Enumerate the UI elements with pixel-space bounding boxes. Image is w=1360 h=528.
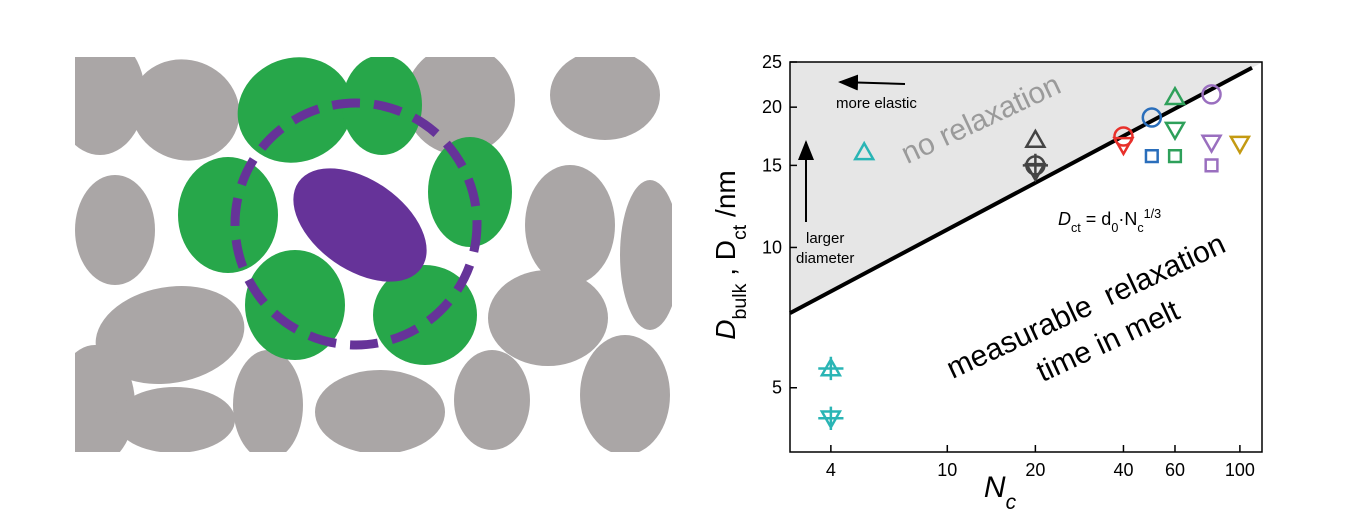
label-part: c <box>1137 221 1143 235</box>
x-tick-label: 60 <box>1165 460 1185 480</box>
data-point <box>1024 128 1047 149</box>
data-point <box>1163 121 1187 142</box>
dashed-circle <box>230 98 482 350</box>
plot-frame <box>789 61 1263 453</box>
data-point <box>818 406 844 430</box>
formula: Dct = d0·Nc1/3 <box>1058 207 1161 235</box>
data-point <box>818 356 844 381</box>
central-particle <box>293 168 427 282</box>
label-part: N <box>984 471 1006 504</box>
data-point <box>1167 149 1183 164</box>
data-point <box>1163 85 1187 106</box>
data-point <box>853 140 876 161</box>
data-point <box>1200 134 1223 154</box>
x-tick-label: 10 <box>937 460 957 480</box>
y-tick-label: 25 <box>762 52 782 72</box>
illustration <box>75 57 672 452</box>
arrow <box>838 74 906 91</box>
y-tick-label: 5 <box>772 378 782 398</box>
label-part: , D <box>710 240 741 284</box>
label-part: 1/3 <box>1144 207 1162 221</box>
data-point <box>1204 158 1219 173</box>
annotation: more elastic <box>836 95 917 112</box>
data-point <box>1112 136 1135 157</box>
label-part: ct <box>729 224 751 240</box>
y-axis-label: Dbulk , Dct /nm <box>710 170 751 339</box>
label-part: ·N <box>1118 209 1137 229</box>
y-tick-label: 15 <box>762 155 782 175</box>
data-point <box>1141 107 1163 128</box>
x-tick-label: 20 <box>1025 460 1045 480</box>
fit-line <box>789 65 1253 315</box>
label-part: /nm <box>710 170 741 224</box>
data-point <box>1144 149 1159 164</box>
data-point <box>1201 84 1222 105</box>
data-point <box>1024 162 1047 183</box>
chart: Dbulk , Dct /nm Nc Dct = d0·Nc1/3 more e… <box>710 52 1263 514</box>
annotation: larger <box>806 230 844 247</box>
x-tick-label: 40 <box>1113 460 1133 480</box>
x-tick-label: 100 <box>1225 460 1255 480</box>
x-axis-label: Nc <box>984 471 1017 514</box>
data-point <box>1228 135 1252 156</box>
y-tick-label: 20 <box>762 97 782 117</box>
grey-particles <box>75 57 672 452</box>
label-part: ct <box>1071 221 1081 235</box>
label-part: 0 <box>1111 221 1118 235</box>
x-tick-label: 4 <box>826 460 836 480</box>
label-part: bulk <box>729 283 751 319</box>
label-part: D <box>1058 209 1071 229</box>
label-part: c <box>1006 491 1017 514</box>
label-part: = d <box>1081 209 1112 229</box>
annotation: diameter <box>796 250 854 267</box>
label-part: D <box>710 320 741 340</box>
y-tick-label: 10 <box>762 237 782 257</box>
